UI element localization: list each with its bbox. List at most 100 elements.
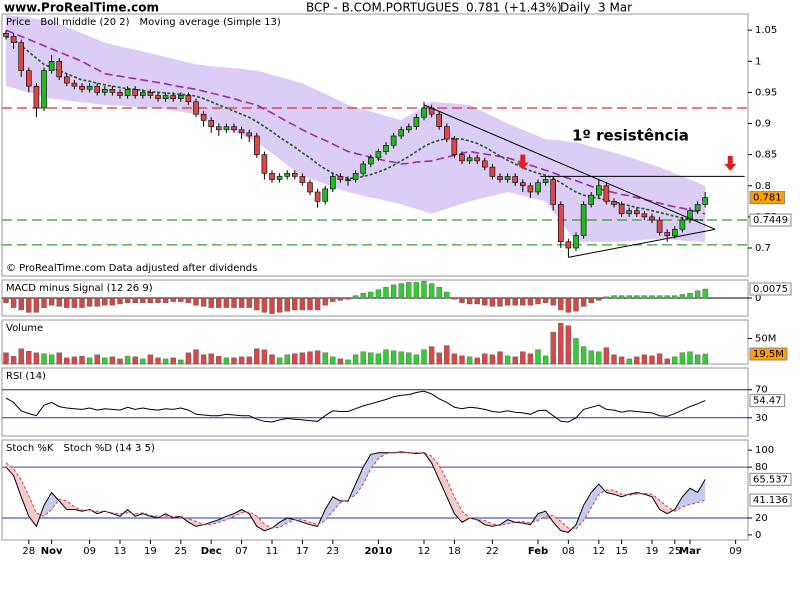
- candle-body: [102, 89, 108, 93]
- bar: [223, 357, 230, 365]
- x-tick-label: 18: [448, 546, 461, 557]
- bar: [390, 350, 397, 365]
- candle-body: [200, 113, 207, 121]
- candle-body: [550, 179, 557, 205]
- bar: [421, 349, 427, 365]
- bar: [535, 297, 541, 305]
- bar: [170, 297, 176, 302]
- candle-body: [671, 229, 678, 236]
- bar: [459, 297, 465, 304]
- candle-body: [656, 219, 663, 233]
- bar: [702, 353, 708, 365]
- bar: [299, 297, 306, 311]
- bar: [86, 297, 93, 307]
- bar: [155, 297, 161, 304]
- bar: [474, 357, 480, 365]
- bar: [56, 297, 62, 307]
- stoch-fill: [44, 492, 52, 517]
- x-tick-label: Mar: [679, 546, 701, 557]
- bar: [497, 351, 503, 365]
- bar: [79, 297, 85, 308]
- x-tick-label: 08: [562, 546, 575, 557]
- candle-body: [618, 204, 625, 215]
- stoch-fill: [667, 506, 675, 514]
- value-box-label: 19.5M: [753, 349, 784, 360]
- candle-body: [329, 176, 336, 190]
- candle-body: [345, 179, 351, 181]
- bar: [238, 297, 245, 308]
- bar: [276, 357, 283, 365]
- candle-body: [86, 85, 93, 90]
- bar: [307, 351, 313, 365]
- legend-label: Moving average (Simple 13): [140, 17, 281, 28]
- bar: [672, 356, 678, 365]
- value-box: [749, 282, 792, 296]
- bar: [79, 356, 85, 365]
- bar: [64, 357, 70, 365]
- bar: [504, 355, 511, 365]
- x-tick-label: 13: [114, 546, 127, 557]
- bar: [330, 356, 336, 365]
- bar: [307, 297, 313, 311]
- x-tick-label: 19: [144, 546, 157, 557]
- y-tick-label: 0.8: [755, 181, 771, 192]
- y-tick-label: 1: [755, 56, 761, 67]
- x-tick-label: 22: [486, 546, 499, 557]
- stoch-fill: [431, 456, 440, 480]
- bar: [132, 356, 138, 365]
- bar: [542, 297, 549, 304]
- bar: [18, 297, 24, 311]
- candle-body: [565, 241, 572, 249]
- y-tick-label: 0: [755, 530, 761, 541]
- stoch-fill: [690, 488, 698, 505]
- candle-body: [322, 188, 329, 202]
- candle-body: [512, 176, 519, 183]
- bar: [573, 338, 579, 365]
- candle-body: [398, 129, 405, 137]
- bar: [94, 297, 100, 307]
- x-tick-label: Nov: [41, 546, 63, 557]
- bar: [337, 358, 344, 365]
- x-tick-label: Feb: [528, 546, 548, 557]
- candle-body: [276, 176, 283, 180]
- bar: [330, 297, 336, 302]
- bar: [489, 297, 496, 307]
- legend-label: Boll middle (20 2): [40, 17, 129, 28]
- bar: [86, 357, 93, 365]
- candle-body: [626, 210, 633, 215]
- bar: [444, 291, 450, 299]
- bar: [520, 297, 526, 306]
- bar: [444, 345, 450, 365]
- stoch-fill: [682, 488, 690, 507]
- bar: [276, 297, 283, 313]
- candle-body: [443, 126, 450, 140]
- bar: [3, 352, 9, 365]
- stoch-fill: [370, 452, 379, 469]
- stoch-fill: [66, 501, 75, 510]
- instrument: BCP - B.COM.PORTUGUES: [306, 1, 459, 15]
- stoch-fill: [21, 479, 29, 517]
- candle-body: [231, 126, 237, 131]
- bar: [238, 356, 245, 365]
- bar: [383, 349, 389, 365]
- candle-body: [649, 216, 655, 221]
- candle-body: [535, 182, 541, 193]
- bar: [687, 351, 693, 365]
- bar: [611, 295, 617, 299]
- bar: [299, 352, 306, 365]
- bar: [489, 354, 496, 365]
- bar: [56, 352, 62, 365]
- bar: [64, 297, 70, 308]
- candle-body: [223, 126, 230, 131]
- y-tick-label: 20: [755, 513, 768, 524]
- candle-body: [132, 89, 138, 96]
- y-tick-label: 0.7: [755, 243, 771, 254]
- stoch-fill: [583, 492, 592, 521]
- candle-body: [94, 85, 100, 93]
- candle-body: [588, 194, 595, 205]
- candle-body: [436, 113, 443, 127]
- y-tick-label: 70: [755, 385, 768, 396]
- candle-body: [193, 101, 199, 115]
- bar: [314, 350, 321, 365]
